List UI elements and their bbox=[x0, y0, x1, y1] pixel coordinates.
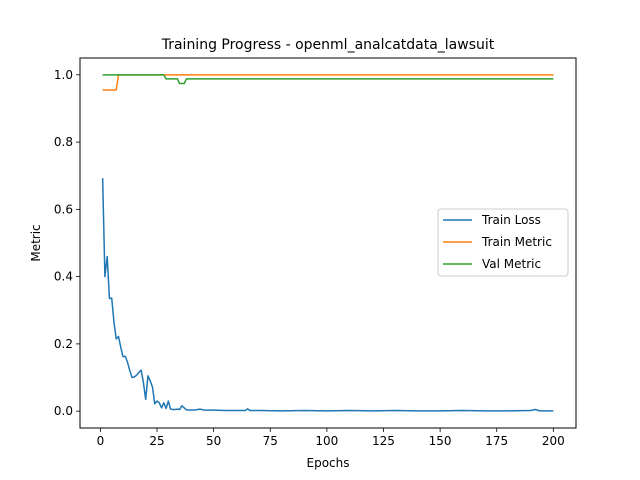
series-line-train-metric bbox=[102, 74, 554, 91]
x-tick-label: 0 bbox=[97, 434, 105, 448]
x-tick-label: 200 bbox=[542, 434, 565, 448]
chart-title: Training Progress - openml_analcatdata_l… bbox=[161, 37, 495, 53]
y-tick-label: 0.8 bbox=[54, 135, 73, 149]
plot-frame bbox=[79, 57, 577, 429]
y-tick-label: 0.0 bbox=[54, 404, 73, 418]
y-axis-label: Metric bbox=[29, 224, 43, 261]
y-tick-label: 0.6 bbox=[54, 202, 73, 216]
y-tick-label: 1.0 bbox=[54, 68, 73, 82]
x-axis-ticks: 0 25 50 75 100 125 150 175 200 bbox=[97, 428, 565, 448]
legend: Train Loss Train Metric Val Metric bbox=[437, 208, 569, 277]
x-tick-label: 175 bbox=[485, 434, 508, 448]
x-tick-label: 100 bbox=[315, 434, 338, 448]
y-axis-ticks: 0.0 0.2 0.4 0.6 0.8 1.0 bbox=[54, 68, 80, 418]
x-axis-label: Epochs bbox=[307, 456, 350, 470]
x-tick-label: 25 bbox=[149, 434, 164, 448]
x-tick-label: 75 bbox=[263, 434, 278, 448]
x-tick-label: 125 bbox=[372, 434, 395, 448]
series-layer bbox=[101, 74, 554, 412]
x-tick-label: 50 bbox=[206, 434, 221, 448]
series-line-val-metric bbox=[102, 74, 554, 85]
legend-label-train-loss: Train Loss bbox=[481, 213, 541, 227]
y-tick-label: 0.2 bbox=[54, 337, 73, 351]
legend-label-val-metric: Val Metric bbox=[482, 257, 541, 271]
series-line-train-loss bbox=[101, 178, 554, 412]
x-tick-label: 150 bbox=[429, 434, 452, 448]
legend-box bbox=[437, 208, 569, 277]
legend-label-train-metric: Train Metric bbox=[481, 235, 552, 249]
y-tick-label: 0.4 bbox=[54, 270, 73, 284]
